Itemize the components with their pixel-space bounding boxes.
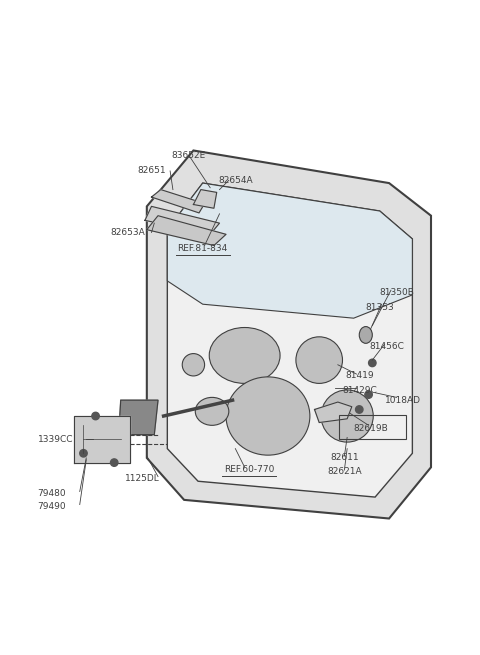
- Ellipse shape: [226, 377, 310, 455]
- Text: 81350B: 81350B: [379, 288, 414, 297]
- Text: 1018AD: 1018AD: [385, 396, 421, 405]
- Polygon shape: [152, 189, 204, 213]
- Text: 79490: 79490: [37, 502, 66, 511]
- Text: 82611: 82611: [330, 453, 359, 462]
- Polygon shape: [168, 183, 412, 318]
- Text: 81353: 81353: [365, 303, 394, 312]
- Text: 82651: 82651: [137, 166, 166, 176]
- Polygon shape: [314, 402, 352, 422]
- Polygon shape: [145, 206, 219, 234]
- Circle shape: [365, 391, 372, 398]
- Text: REF.81-834: REF.81-834: [178, 244, 228, 253]
- Text: 1339CC: 1339CC: [38, 435, 73, 444]
- Ellipse shape: [209, 328, 280, 383]
- Polygon shape: [168, 183, 412, 497]
- Text: 81419: 81419: [345, 371, 373, 381]
- Circle shape: [92, 412, 99, 420]
- Text: 79480: 79480: [37, 489, 66, 498]
- Polygon shape: [147, 215, 226, 246]
- Text: 81429C: 81429C: [342, 386, 377, 396]
- Text: 1125DL: 1125DL: [125, 474, 159, 483]
- Polygon shape: [74, 416, 130, 462]
- Circle shape: [356, 405, 363, 413]
- Text: 82654A: 82654A: [218, 176, 252, 185]
- Ellipse shape: [321, 390, 373, 442]
- Polygon shape: [193, 189, 216, 208]
- Circle shape: [80, 449, 87, 457]
- Ellipse shape: [195, 398, 229, 425]
- Polygon shape: [119, 400, 158, 435]
- Ellipse shape: [296, 337, 343, 383]
- Text: 82621A: 82621A: [327, 468, 361, 476]
- Circle shape: [110, 459, 118, 466]
- Text: 82619B: 82619B: [353, 424, 388, 433]
- Text: 82653A: 82653A: [111, 228, 145, 237]
- Text: REF.60-770: REF.60-770: [224, 464, 275, 474]
- Circle shape: [369, 359, 376, 367]
- Ellipse shape: [359, 327, 372, 343]
- Text: 81456C: 81456C: [370, 342, 405, 350]
- Polygon shape: [147, 151, 431, 519]
- Ellipse shape: [182, 354, 204, 376]
- Text: 83652E: 83652E: [172, 151, 206, 160]
